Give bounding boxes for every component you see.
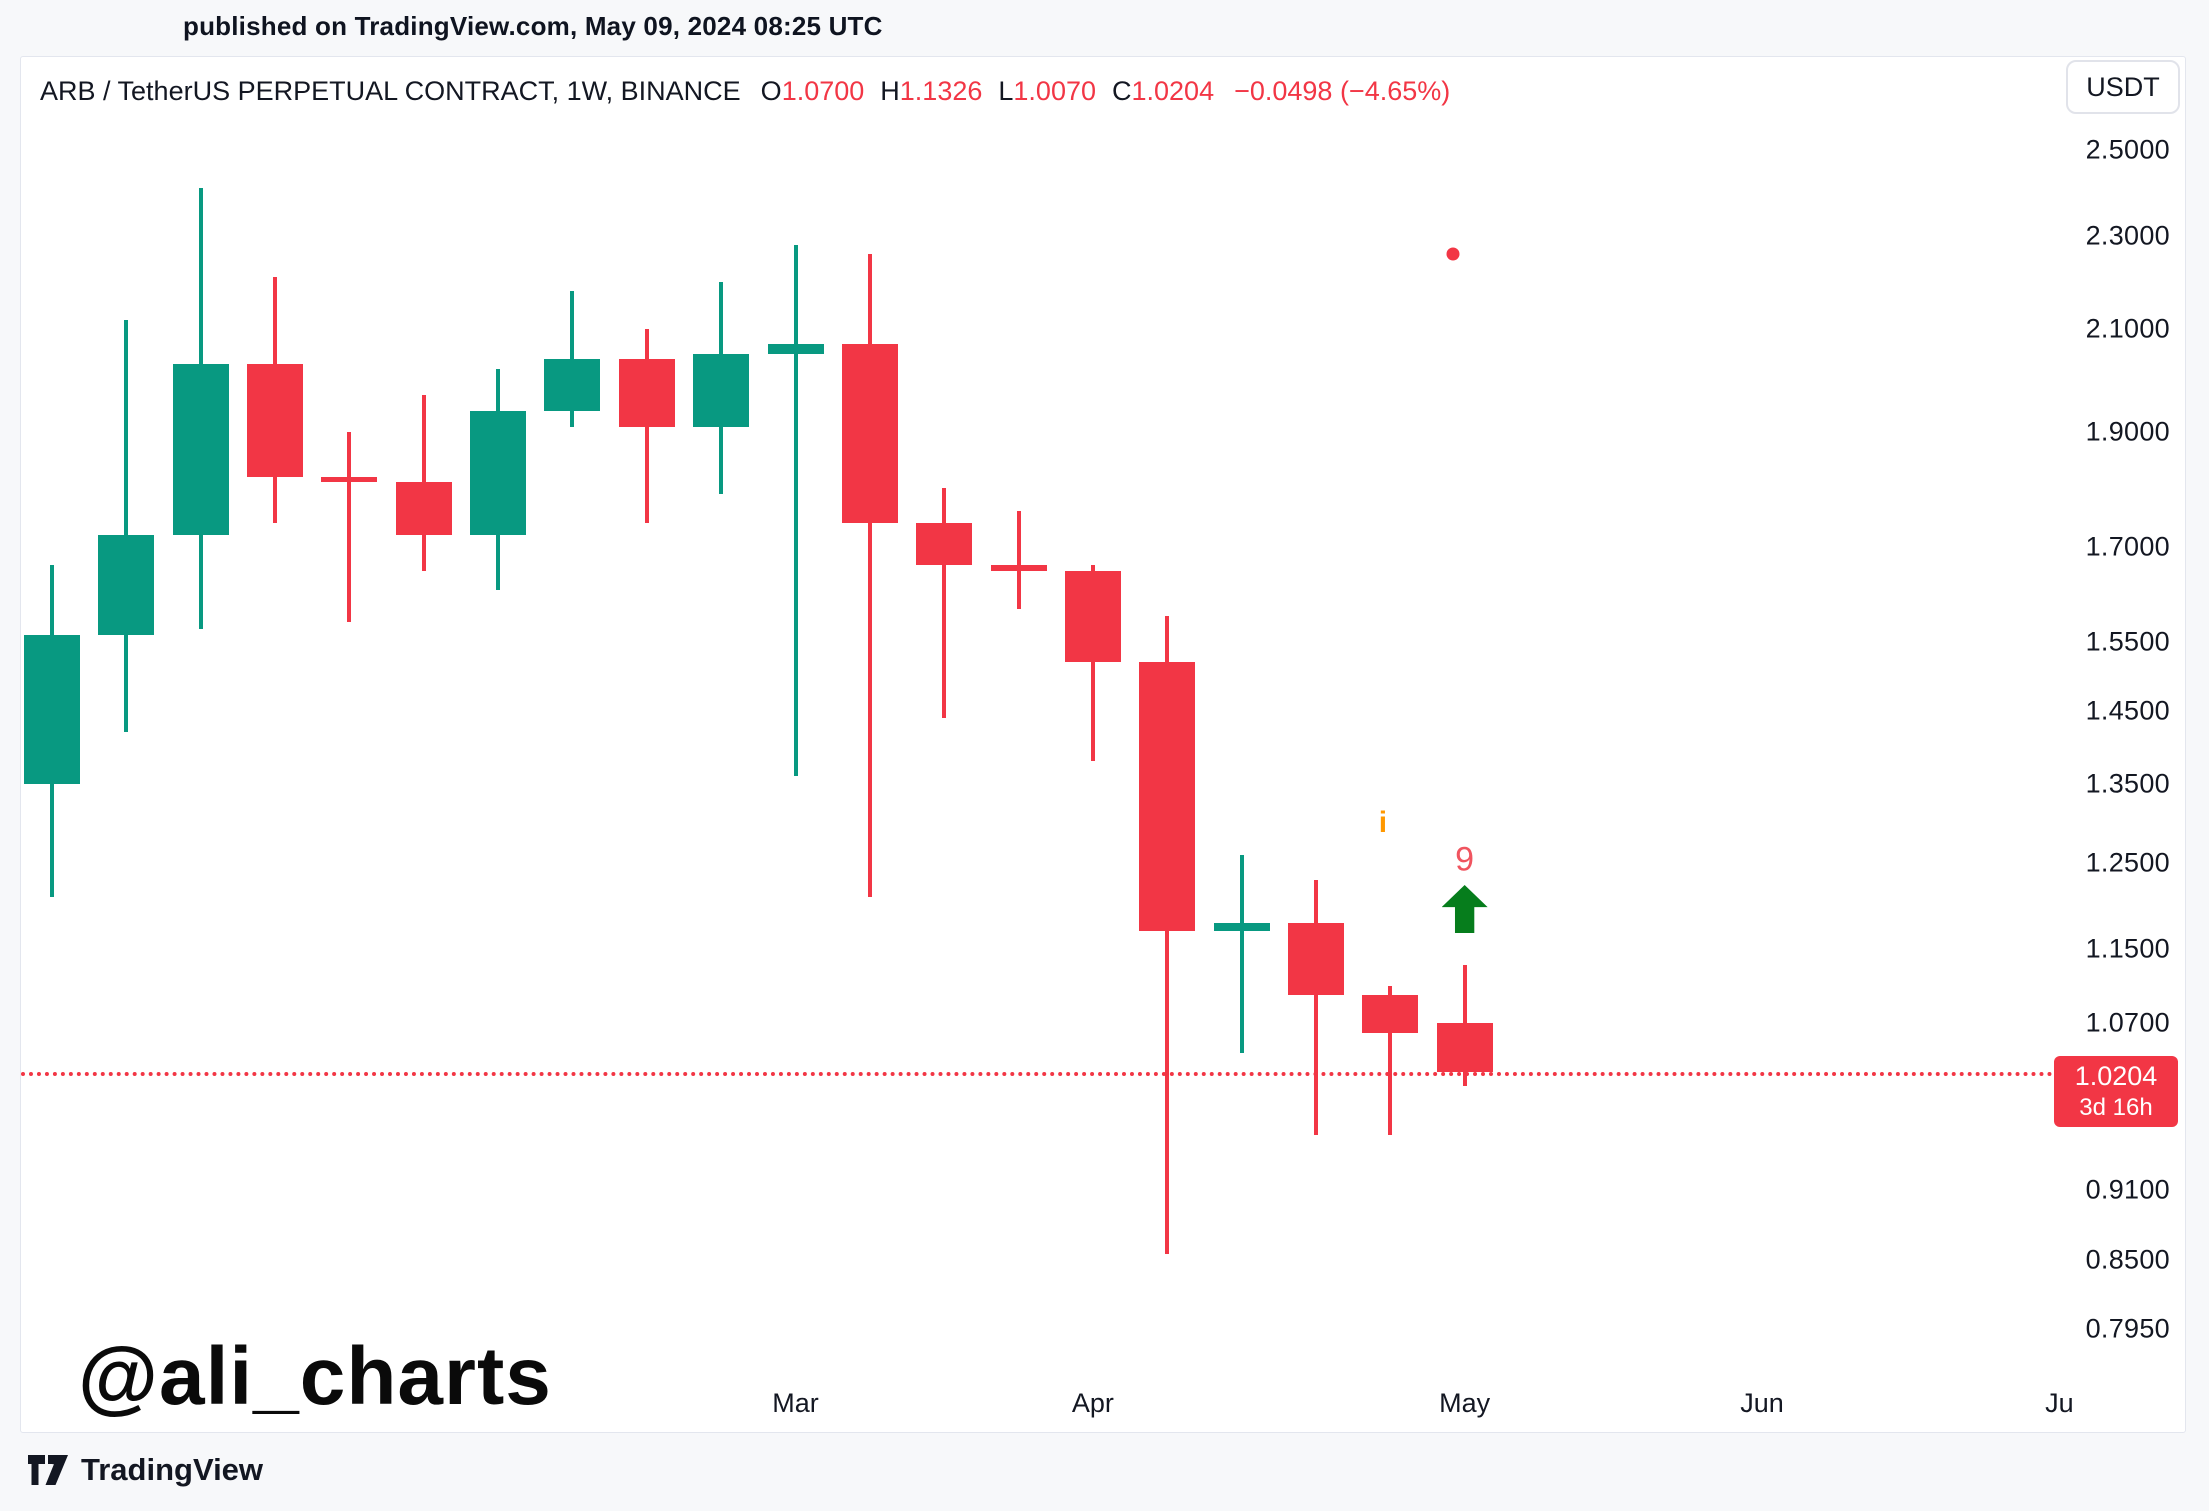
price-tick-label: 0.7950	[2085, 1313, 2170, 1344]
currency-toggle-button[interactable]: USDT	[2066, 60, 2180, 114]
candle-wick	[867, 253, 872, 897]
candle-body	[1139, 662, 1196, 932]
ohlc-open: O1.0700	[760, 76, 865, 106]
candle-wick	[1313, 879, 1318, 1135]
price-tick-label: 0.9100	[2085, 1174, 2170, 1205]
price-tick-label: 1.4500	[2085, 695, 2170, 725]
candle-body	[1064, 571, 1121, 662]
candle-body	[321, 476, 378, 483]
published-caption: published on TradingView.com, May 09, 20…	[183, 11, 883, 41]
price-dot-marker	[1446, 247, 1460, 261]
candle-body	[693, 354, 750, 427]
candle-wick	[1388, 985, 1393, 1135]
candle-body	[172, 364, 229, 535]
month-tick-label: Mar	[772, 1388, 819, 1418]
candle-body	[841, 344, 898, 523]
bar-countdown: 3d 16h	[2079, 1094, 2153, 1122]
idea-info-label: i	[1378, 806, 1388, 839]
symbol-title: ARB / TetherUS PERPETUAL CONTRACT, 1W, B…	[40, 76, 741, 106]
buy-arrow-up-icon	[1441, 885, 1488, 933]
month-tick-label: Apr	[1071, 1388, 1114, 1418]
ohlc-high: H1.1326	[880, 76, 983, 106]
footer-branding[interactable]: TradingView	[28, 1452, 263, 1488]
candle-body	[1436, 1023, 1493, 1072]
price-tick-label: 1.0700	[2085, 1007, 2170, 1038]
ohlc-low: L1.0070	[998, 76, 1096, 106]
candle-body	[24, 635, 80, 785]
candle-body	[916, 522, 973, 566]
last-price-dotted-line	[21, 1072, 2054, 1076]
candle-body	[98, 534, 155, 636]
price-tick-label: 1.1500	[2085, 933, 2170, 964]
tradingview-logo-icon	[28, 1455, 68, 1485]
candle-wick	[942, 488, 947, 718]
candle-body	[1213, 922, 1270, 932]
month-tick-label: Ju	[2045, 1388, 2074, 1418]
candle-wick	[1090, 565, 1095, 762]
last-price-label: 1.0204 3d 16h	[2054, 1056, 2178, 1127]
candle-body	[470, 411, 527, 535]
count-9-label: 9	[1455, 840, 1475, 879]
candle-body	[395, 482, 452, 535]
candle-body	[1362, 994, 1419, 1033]
price-tick-label: 1.5500	[2085, 626, 2170, 657]
tradingview-brand-text: TradingView	[81, 1452, 264, 1487]
chart-legend: ARB / TetherUS PERPETUAL CONTRACT, 1W, B…	[40, 76, 1450, 107]
price-tick-label: 2.3000	[2085, 220, 2170, 251]
candle-wick	[1239, 855, 1244, 1053]
candle-body	[544, 359, 601, 411]
candle-body	[247, 364, 303, 477]
author-watermark: @ali_charts	[78, 1331, 552, 1422]
candle-wick	[1165, 615, 1170, 1255]
month-tick-label: Jun	[1740, 1388, 1784, 1418]
change-value: −0.0498 (−4.65%)	[1234, 76, 1451, 106]
price-tick-label: 1.7000	[2085, 531, 2170, 562]
price-tick-label: 0.8500	[2085, 1244, 2170, 1275]
candle-body	[767, 344, 824, 355]
price-tick-label: 1.3500	[2085, 768, 2170, 799]
chart-card	[20, 56, 2186, 1433]
price-tick-label: 2.1000	[2085, 313, 2170, 344]
price-tick-label: 2.5000	[2085, 134, 2170, 165]
candle-body	[990, 565, 1047, 572]
candle-wick	[1016, 511, 1021, 610]
last-price-value: 1.0204	[2074, 1061, 2158, 1092]
candle-wick	[124, 319, 129, 733]
candle-wick	[570, 290, 575, 427]
price-tick-label: 1.9000	[2085, 416, 2170, 447]
candle-wick	[347, 432, 352, 623]
price-tick-label: 1.2500	[2085, 847, 2170, 878]
month-tick-label: May	[1439, 1388, 1491, 1418]
candle-body	[618, 359, 675, 427]
ohlc-close: C1.0204	[1112, 76, 1215, 106]
candle-wick	[793, 244, 798, 777]
candle-body	[1287, 922, 1344, 995]
